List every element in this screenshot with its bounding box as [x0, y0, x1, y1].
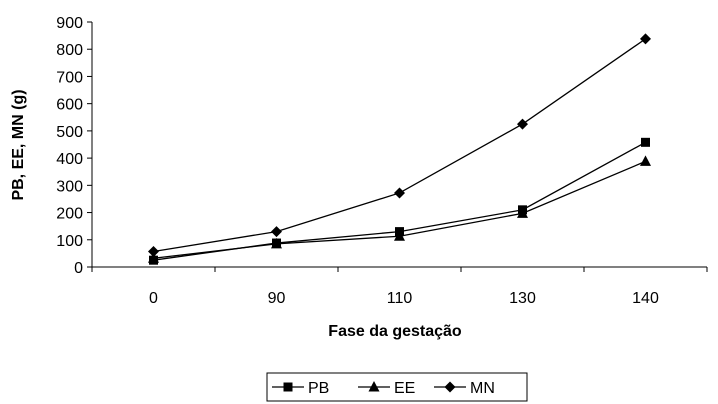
legend: PB EE MN [266, 372, 528, 402]
series-ee [148, 155, 651, 263]
data-point-mn [148, 245, 159, 257]
legend-item-ee: EE [358, 380, 415, 397]
legend-label: EE [394, 380, 415, 397]
y-axis-ticks: 0 100 200 300 400 500 600 700 800 900 [56, 15, 92, 277]
legend-label: MN [470, 380, 495, 397]
data-point-ee [517, 207, 528, 218]
y-tick-label: 0 [74, 260, 83, 277]
y-tick-label: 600 [56, 97, 83, 114]
data-point-ee [271, 237, 282, 249]
x-axis-title: Fase da gestação [328, 323, 462, 340]
y-tick-label: 500 [56, 124, 83, 141]
data-point-mn [517, 118, 528, 130]
legend-label: PB [308, 380, 329, 397]
x-tick-label: 140 [632, 290, 659, 307]
x-tick-label: 0 [149, 290, 158, 307]
legend-swatch-marker [444, 381, 456, 393]
y-axis-title: PB, EE, MN (g) [10, 89, 27, 200]
y-tick-label: 100 [56, 233, 83, 250]
series-pb [149, 137, 650, 265]
y-tick-label: 400 [56, 151, 83, 168]
series-line-pb [153, 141, 646, 261]
y-tick-label: 200 [56, 206, 83, 223]
data-point-pb [641, 137, 650, 147]
data-point-ee [640, 155, 651, 166]
x-axis-ticks: 0 90 110 130 140 [91, 267, 708, 307]
legend-swatch-marker [283, 382, 293, 392]
series-layer [148, 33, 651, 265]
data-point-mn [394, 187, 405, 199]
legend-item-mn: MN [434, 380, 495, 397]
y-tick-label: 800 [56, 42, 83, 59]
y-tick-label: 900 [56, 15, 83, 32]
plot-area [91, 22, 707, 268]
legend-box [266, 372, 528, 402]
x-tick-label: 90 [268, 290, 286, 307]
series-mn [148, 33, 651, 257]
series-line-mn [153, 38, 646, 253]
data-point-mn [271, 226, 282, 238]
legend-swatch-marker [368, 381, 380, 392]
series-line-ee [153, 160, 646, 259]
x-tick-label: 130 [509, 290, 536, 307]
data-point-ee [394, 230, 405, 241]
x-tick-label: 110 [387, 290, 413, 307]
y-tick-label: 300 [56, 178, 83, 195]
legend-item-pb: PB [272, 380, 329, 397]
data-point-mn [640, 33, 651, 45]
data-point-ee [148, 252, 159, 263]
y-tick-label: 700 [56, 69, 83, 86]
